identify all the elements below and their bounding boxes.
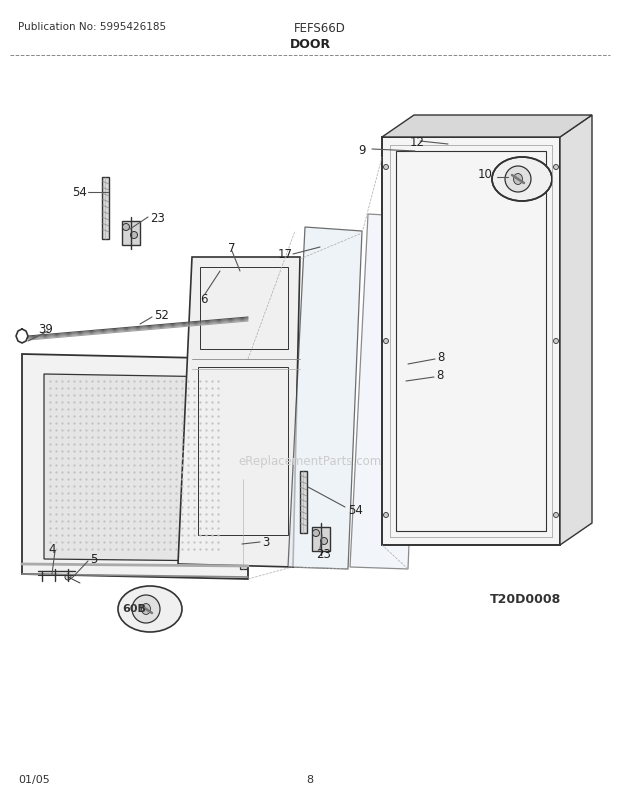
Text: eReplacementParts.com: eReplacementParts.com: [238, 455, 382, 468]
Ellipse shape: [141, 604, 151, 615]
Polygon shape: [560, 115, 592, 545]
Text: 01/05: 01/05: [18, 774, 50, 784]
Polygon shape: [350, 215, 422, 569]
Circle shape: [554, 165, 559, 170]
Text: 8: 8: [437, 351, 445, 364]
Text: 7: 7: [228, 241, 236, 254]
Bar: [396, 152, 546, 532]
Text: 4: 4: [48, 543, 56, 556]
Bar: [382, 138, 560, 545]
Text: 8: 8: [436, 369, 443, 382]
Text: 17: 17: [278, 248, 293, 261]
Text: 54: 54: [348, 503, 363, 516]
Bar: [122, 221, 140, 245]
Text: 39: 39: [38, 323, 53, 336]
Circle shape: [554, 339, 559, 344]
Circle shape: [123, 225, 130, 231]
Text: 6: 6: [200, 294, 208, 306]
Text: FEFS66D: FEFS66D: [294, 22, 346, 35]
Text: 3: 3: [262, 536, 269, 549]
Circle shape: [321, 538, 327, 545]
Polygon shape: [44, 375, 226, 561]
Text: 23: 23: [316, 548, 331, 561]
Ellipse shape: [513, 174, 523, 185]
Text: 12: 12: [410, 136, 425, 148]
Circle shape: [384, 339, 389, 344]
Circle shape: [130, 233, 138, 239]
Ellipse shape: [118, 586, 182, 632]
Text: Publication No: 5995426185: Publication No: 5995426185: [18, 22, 166, 32]
Bar: [200, 268, 288, 350]
Circle shape: [505, 167, 531, 192]
Bar: [312, 528, 330, 551]
Circle shape: [384, 165, 389, 170]
Bar: [300, 472, 307, 533]
Ellipse shape: [492, 158, 552, 202]
Text: 60B: 60B: [122, 603, 146, 614]
Polygon shape: [22, 354, 248, 579]
Bar: [240, 480, 247, 569]
Text: 8: 8: [306, 774, 314, 784]
Text: 23: 23: [150, 211, 165, 225]
Text: 9: 9: [358, 144, 366, 156]
Circle shape: [65, 574, 71, 581]
Text: 10: 10: [478, 168, 493, 181]
Text: DOOR: DOOR: [290, 38, 330, 51]
Circle shape: [384, 512, 389, 518]
Circle shape: [554, 512, 559, 518]
Polygon shape: [288, 228, 362, 569]
Circle shape: [132, 595, 160, 623]
Text: 54: 54: [72, 186, 87, 199]
Text: 5: 5: [90, 553, 97, 565]
Circle shape: [312, 530, 319, 537]
Bar: [102, 178, 109, 240]
Polygon shape: [178, 257, 300, 567]
Text: 52: 52: [154, 309, 169, 322]
Bar: [198, 367, 288, 535]
Text: T20D0008: T20D0008: [490, 593, 561, 606]
Polygon shape: [382, 115, 592, 138]
